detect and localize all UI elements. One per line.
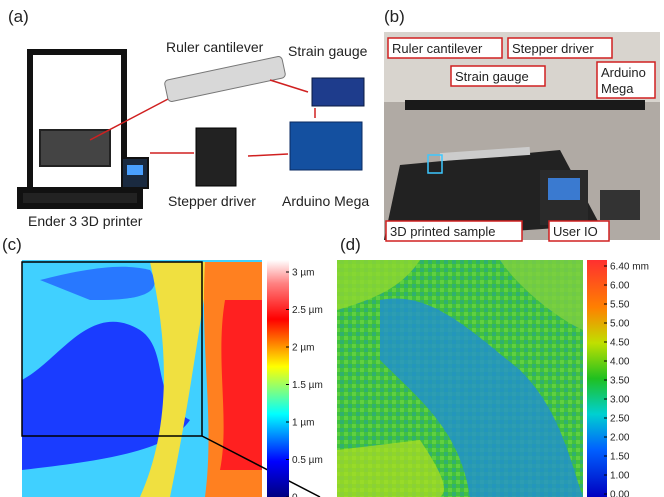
arduino-board bbox=[290, 122, 362, 170]
label: User IO bbox=[553, 224, 598, 239]
label: Arduino Mega bbox=[282, 193, 369, 209]
heatmap-d bbox=[337, 260, 583, 497]
panel-label: (d) bbox=[340, 235, 361, 254]
colorbar-label: 6.00 bbox=[610, 281, 630, 292]
panel-label: (a) bbox=[8, 7, 29, 26]
colorbar-label: 2.50 bbox=[610, 414, 630, 425]
colorbar-label: 5.00 bbox=[610, 319, 630, 330]
label: Strain gauge bbox=[288, 43, 368, 59]
colorbar-label: 2 µm bbox=[292, 343, 314, 354]
colorbar-label: 6.40 mm bbox=[610, 262, 649, 273]
label: Ender 3 3D printer bbox=[28, 213, 143, 229]
label: Arduino bbox=[601, 65, 646, 80]
panel-label: (c) bbox=[2, 235, 22, 254]
gauge-board bbox=[312, 78, 364, 106]
label: Stepper driver bbox=[512, 41, 594, 56]
label: Ruler cantilever bbox=[166, 39, 264, 55]
colorbar-label: 0.5 µm bbox=[292, 455, 323, 466]
page: (a) Ruler cantilever Strain gauge Arduin… bbox=[0, 0, 664, 497]
ruler bbox=[164, 56, 286, 102]
colorbar bbox=[587, 260, 607, 497]
colorbar-label: 3 µm bbox=[292, 268, 314, 279]
colorbar-label: 5.50 bbox=[610, 300, 630, 311]
printer bbox=[20, 52, 148, 206]
colorbar bbox=[267, 260, 289, 497]
colorbar-label: 1.5 µm bbox=[292, 380, 323, 391]
colorbar-label: 1.00 bbox=[610, 471, 630, 482]
colorbar-label: 4.00 bbox=[610, 357, 630, 368]
label: Ruler cantilever bbox=[392, 41, 483, 56]
colorbar-label: 3.50 bbox=[610, 376, 630, 387]
arrow bbox=[90, 98, 170, 140]
colorbar-label: 3.00 bbox=[610, 395, 630, 406]
colorbar-label: 0.00 bbox=[610, 490, 630, 497]
panel-label: (b) bbox=[384, 7, 405, 26]
driver-board bbox=[196, 128, 236, 186]
colorbar-label: 2.00 bbox=[610, 433, 630, 444]
colorbar-label: 1 µm bbox=[292, 418, 314, 429]
colorbar-label: 1.50 bbox=[610, 452, 630, 463]
colorbar-label: 4.50 bbox=[610, 338, 630, 349]
label: Mega bbox=[601, 81, 634, 96]
colorbar-label: 0 bbox=[292, 493, 298, 497]
label: Stepper driver bbox=[168, 193, 256, 209]
colorbar-label: 2.5 µm bbox=[292, 305, 323, 316]
label: 3D printed sample bbox=[390, 224, 496, 239]
figure: (a) Ruler cantilever Strain gauge Arduin… bbox=[0, 0, 664, 497]
label: Strain gauge bbox=[455, 69, 529, 84]
